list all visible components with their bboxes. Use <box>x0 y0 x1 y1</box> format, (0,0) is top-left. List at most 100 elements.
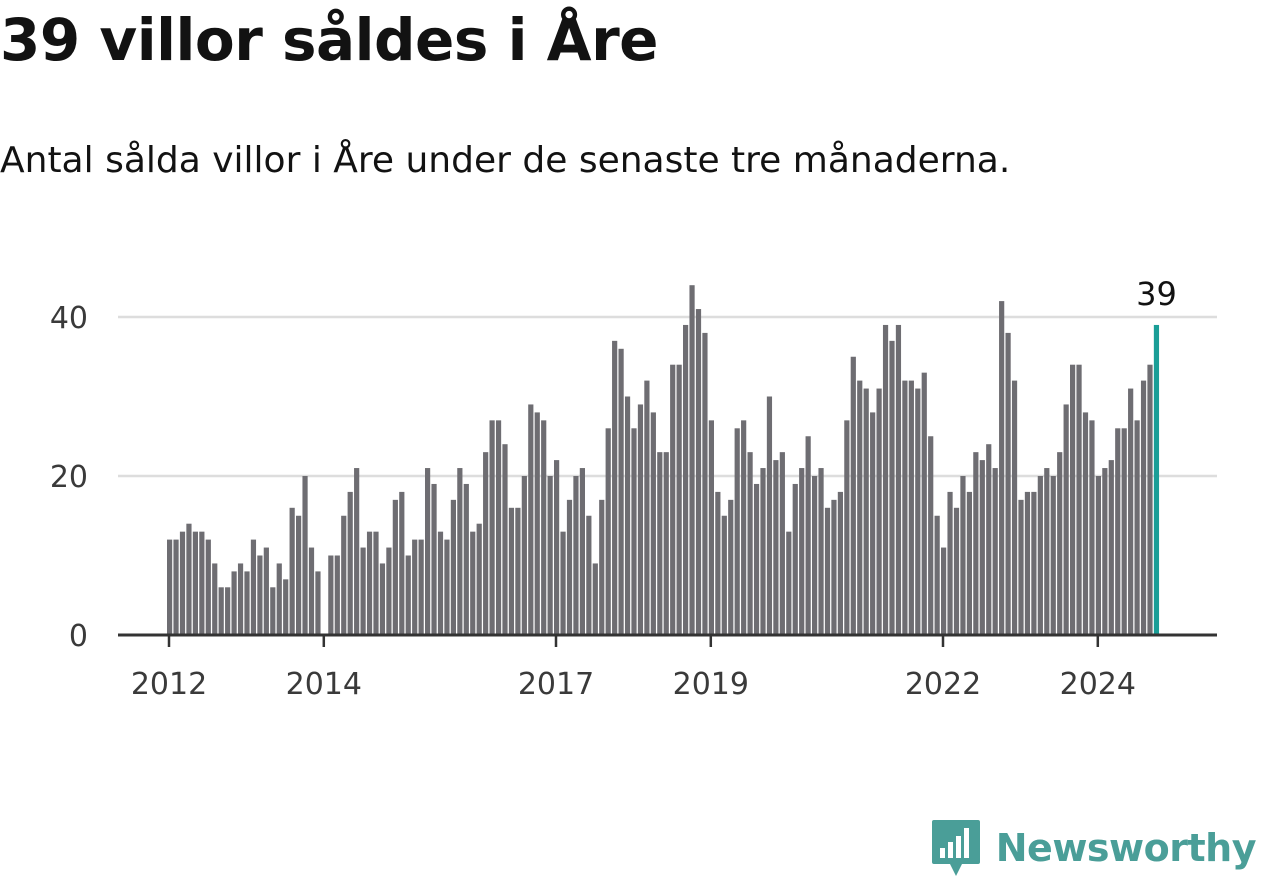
bar <box>592 563 598 635</box>
bar <box>444 539 450 635</box>
bar <box>844 420 850 635</box>
bar <box>450 499 456 635</box>
bar <box>1140 380 1147 635</box>
bar <box>889 340 895 635</box>
bar <box>263 547 269 635</box>
bar <box>999 301 1005 635</box>
bar <box>521 476 527 635</box>
bar <box>1044 468 1050 635</box>
bar <box>812 476 818 635</box>
bar <box>753 483 760 635</box>
bar <box>186 523 192 635</box>
bar <box>1018 499 1024 635</box>
bar <box>863 388 869 635</box>
bar <box>831 499 837 635</box>
x-tick-label: 2024 <box>1060 667 1136 702</box>
bar <box>495 420 502 635</box>
bar <box>986 444 992 635</box>
bar <box>695 309 702 635</box>
bar <box>225 587 231 635</box>
bar <box>973 452 979 635</box>
bar <box>895 324 902 635</box>
bar <box>528 404 534 635</box>
bar <box>728 499 734 635</box>
bar <box>953 507 960 635</box>
bar <box>205 539 211 635</box>
bar <box>302 476 308 635</box>
bar <box>212 563 218 635</box>
bar <box>457 468 463 635</box>
bar <box>618 348 624 635</box>
bar <box>773 460 779 635</box>
bar <box>786 531 792 635</box>
chart-subtitle: Antal sålda villor i Åre under de senast… <box>0 140 1011 181</box>
bar <box>366 531 373 635</box>
bar <box>992 468 998 635</box>
bar <box>1102 468 1108 635</box>
bar <box>1057 452 1063 635</box>
bar <box>1031 491 1037 635</box>
bar <box>437 531 444 635</box>
bar <box>547 476 553 635</box>
bar <box>470 531 476 635</box>
bar <box>296 515 302 635</box>
bar <box>689 285 695 635</box>
bar <box>425 468 431 635</box>
bar <box>683 324 689 635</box>
bar <box>902 380 908 635</box>
bar <box>870 412 876 635</box>
bar <box>657 452 663 635</box>
bar <box>354 468 360 635</box>
bar <box>1147 364 1153 635</box>
bar <box>805 436 811 635</box>
bar <box>173 539 179 635</box>
bar <box>315 571 321 635</box>
brand-logo: Newsworthy <box>930 818 1257 878</box>
bar <box>1063 404 1069 635</box>
bar <box>1128 388 1134 635</box>
bar <box>573 476 579 635</box>
bar <box>199 531 205 635</box>
bar <box>554 460 560 635</box>
bar <box>483 452 489 635</box>
bar <box>644 380 650 635</box>
bar <box>650 412 656 635</box>
bar <box>399 491 405 635</box>
bar <box>734 428 740 635</box>
bar <box>347 491 353 635</box>
bar <box>508 507 515 635</box>
bar <box>566 499 573 635</box>
bar <box>947 491 953 635</box>
highlight-bar <box>1153 324 1160 635</box>
bar <box>837 491 843 635</box>
bar <box>373 531 379 635</box>
y-tick-label: 40 <box>50 301 88 336</box>
bar <box>670 364 676 635</box>
bar <box>1011 380 1018 635</box>
bar <box>1082 412 1089 635</box>
bar <box>560 531 566 635</box>
bar <box>663 452 669 635</box>
bar <box>676 364 682 635</box>
bar <box>179 531 186 635</box>
bar <box>1037 476 1043 635</box>
bar <box>928 436 934 635</box>
bar <box>966 491 972 635</box>
bar <box>876 388 882 635</box>
x-tick-label: 2017 <box>518 667 594 702</box>
bar <box>586 515 592 635</box>
y-tick-label: 20 <box>50 460 88 495</box>
bar <box>418 539 424 635</box>
bar <box>747 452 753 635</box>
bar <box>1121 428 1127 635</box>
bar <box>341 515 347 635</box>
bar <box>721 515 727 635</box>
bar <box>702 332 708 635</box>
tick-labels: 0 20 40 39 2012 2014 2017 2019 2022 2024 <box>50 275 1177 702</box>
x-tick-label: 2014 <box>286 667 362 702</box>
bar <box>379 563 386 635</box>
bar <box>476 523 482 635</box>
bar <box>760 468 766 635</box>
bar <box>799 468 805 635</box>
